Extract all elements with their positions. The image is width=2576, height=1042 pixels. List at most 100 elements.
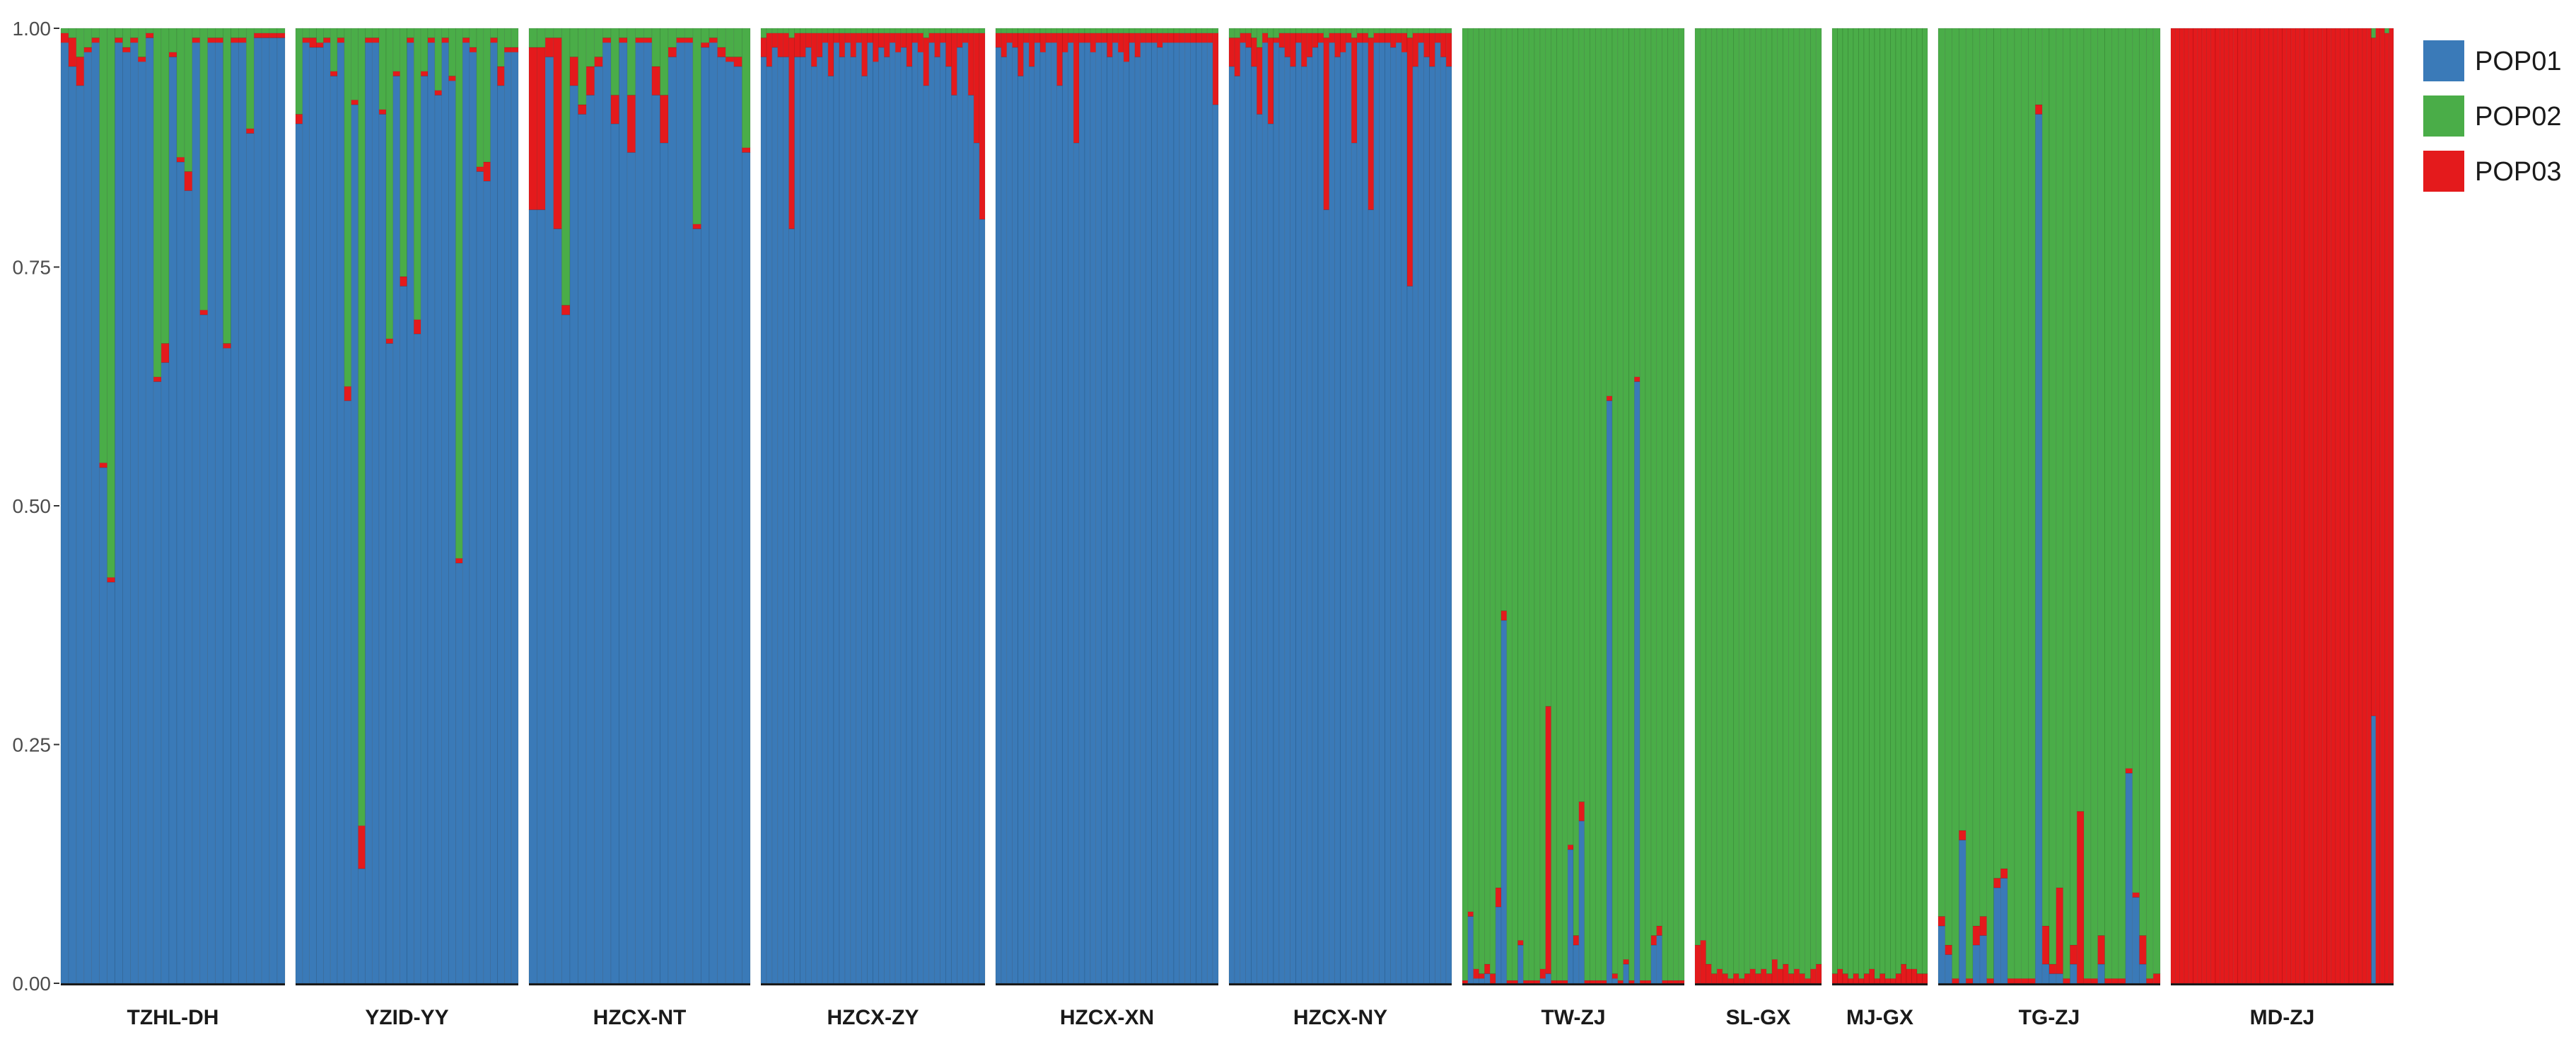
bar-pop03 bbox=[1874, 978, 1880, 984]
legend-swatch-pop01 bbox=[2423, 40, 2464, 81]
bar-pop01 bbox=[1306, 57, 1313, 984]
bar-pop02 bbox=[269, 28, 278, 34]
bar-pop02 bbox=[330, 28, 338, 72]
bar-pop01 bbox=[497, 85, 505, 984]
bar-pop03 bbox=[873, 33, 879, 62]
bar-pop02 bbox=[2139, 28, 2147, 936]
bar-pop03 bbox=[962, 33, 969, 43]
bar-pop01 bbox=[1406, 286, 1414, 984]
bar-pop03 bbox=[1312, 33, 1319, 48]
bar-pop03 bbox=[1590, 980, 1596, 984]
bar-pop01 bbox=[1945, 954, 1952, 984]
bar-pop01 bbox=[192, 42, 201, 984]
bar-pop02 bbox=[1117, 28, 1124, 34]
bar-pop02 bbox=[537, 28, 546, 48]
bar-pop03 bbox=[1528, 980, 1535, 984]
bar-pop03 bbox=[578, 104, 587, 115]
bar-pop03 bbox=[2384, 33, 2389, 984]
bar-pop01 bbox=[1039, 52, 1047, 984]
bar-pop03 bbox=[1045, 33, 1052, 43]
bar-pop03 bbox=[2132, 892, 2140, 898]
bar-pop02 bbox=[1101, 28, 1107, 34]
bar-pop02 bbox=[945, 28, 952, 34]
bar-pop03 bbox=[138, 57, 146, 62]
bar-pop02 bbox=[1965, 28, 1974, 979]
bar-pop03 bbox=[184, 171, 193, 191]
bar-pop03 bbox=[1766, 973, 1773, 984]
bar-pop02 bbox=[923, 28, 930, 38]
bar-pop03 bbox=[1346, 33, 1352, 43]
bar-pop03 bbox=[1435, 33, 1441, 43]
bar-pop03 bbox=[2090, 978, 2098, 984]
bar-pop03 bbox=[76, 57, 85, 86]
bar-pop02 bbox=[733, 28, 742, 57]
bar-pop01 bbox=[76, 85, 85, 984]
bar-pop01 bbox=[1329, 42, 1335, 984]
bar-pop01 bbox=[1937, 925, 1946, 984]
bar-pop01 bbox=[138, 61, 146, 984]
bar-pop01 bbox=[1123, 61, 1130, 984]
bar-pop01 bbox=[1317, 42, 1324, 984]
bar-pop03 bbox=[1445, 33, 1452, 67]
bar-pop02 bbox=[122, 28, 131, 48]
bar-pop03 bbox=[1078, 33, 1085, 43]
bar-pop03 bbox=[911, 33, 919, 43]
bar-pop02 bbox=[1906, 28, 1912, 970]
bar-pop03 bbox=[1179, 33, 1186, 43]
bar-pop03 bbox=[1390, 33, 1397, 48]
bar-pop02 bbox=[1090, 28, 1097, 34]
bar-pop03 bbox=[2188, 28, 2193, 984]
bar-pop03 bbox=[2201, 28, 2207, 984]
bar-pop01 bbox=[1373, 42, 1380, 984]
bar-pop02 bbox=[309, 28, 317, 38]
panel-hzcx-ny bbox=[1228, 28, 1452, 985]
bar-pop02 bbox=[358, 28, 366, 826]
bar-pop01 bbox=[1972, 944, 1981, 984]
bar-pop03 bbox=[2362, 28, 2367, 984]
bar-pop01 bbox=[351, 104, 359, 984]
bar-pop03 bbox=[2344, 28, 2350, 984]
bar-pop03 bbox=[2282, 28, 2287, 984]
bar-pop02 bbox=[1190, 28, 1196, 34]
bar-pop01 bbox=[1140, 42, 1146, 984]
bar-pop01 bbox=[385, 343, 394, 984]
bar-pop02 bbox=[934, 28, 940, 34]
bar-pop03 bbox=[1979, 916, 1987, 936]
bar-pop03 bbox=[414, 319, 421, 335]
bar-pop02 bbox=[469, 28, 477, 48]
bar-pop03 bbox=[99, 462, 107, 468]
panel-md-zj bbox=[2170, 28, 2394, 985]
bar-pop03 bbox=[2210, 28, 2216, 984]
bar-pop02 bbox=[1869, 28, 1875, 970]
bar-pop03 bbox=[1512, 980, 1518, 984]
bar-pop03 bbox=[967, 33, 974, 95]
bar-pop01 bbox=[1323, 209, 1330, 984]
bar-pop02 bbox=[392, 28, 400, 72]
bar-pop03 bbox=[1716, 968, 1723, 984]
bar-pop03 bbox=[1639, 980, 1646, 984]
bar-pop03 bbox=[1395, 33, 1402, 43]
bar-pop02 bbox=[1184, 28, 1191, 34]
bar-pop01 bbox=[917, 52, 924, 984]
bar-pop03 bbox=[1656, 925, 1662, 936]
bar-pop03 bbox=[1184, 33, 1191, 43]
bar-pop02 bbox=[2048, 28, 2057, 965]
group-label: MD-ZJ bbox=[2250, 1006, 2315, 1029]
bar-pop01 bbox=[1157, 47, 1163, 984]
bar-pop02 bbox=[302, 28, 310, 38]
bar-pop02 bbox=[900, 28, 907, 34]
bar-pop03 bbox=[2228, 28, 2234, 984]
bar-pop01 bbox=[2125, 772, 2133, 984]
bar-pop02 bbox=[626, 28, 636, 95]
bar-pop01 bbox=[1245, 47, 1252, 984]
bar-pop03 bbox=[771, 33, 779, 48]
bar-pop03 bbox=[483, 161, 491, 182]
bar-pop02 bbox=[2076, 28, 2085, 812]
bar-pop02 bbox=[928, 28, 935, 34]
bar-pop03 bbox=[1267, 37, 1274, 125]
bar-pop02 bbox=[1078, 28, 1085, 34]
bar-pop03 bbox=[504, 47, 512, 53]
bar-pop01 bbox=[168, 57, 177, 984]
bar-pop03 bbox=[800, 33, 806, 57]
